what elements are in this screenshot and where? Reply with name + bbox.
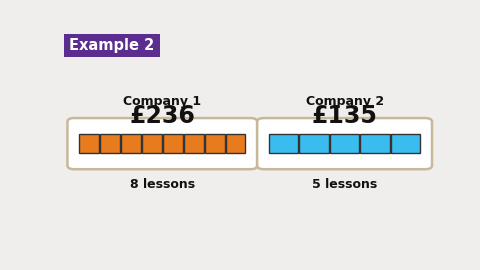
FancyBboxPatch shape xyxy=(163,134,183,153)
FancyBboxPatch shape xyxy=(64,35,160,57)
FancyBboxPatch shape xyxy=(79,134,99,153)
FancyBboxPatch shape xyxy=(330,134,359,153)
FancyBboxPatch shape xyxy=(391,134,420,153)
Text: £236: £236 xyxy=(130,104,195,127)
FancyBboxPatch shape xyxy=(269,134,298,153)
FancyBboxPatch shape xyxy=(204,134,225,153)
FancyBboxPatch shape xyxy=(226,134,245,153)
FancyBboxPatch shape xyxy=(360,134,390,153)
Text: 8 lessons: 8 lessons xyxy=(130,178,195,191)
Text: 5 lessons: 5 lessons xyxy=(312,178,377,191)
FancyBboxPatch shape xyxy=(67,118,257,169)
FancyBboxPatch shape xyxy=(257,118,432,169)
Text: Example 2: Example 2 xyxy=(70,38,155,53)
FancyBboxPatch shape xyxy=(142,134,162,153)
FancyBboxPatch shape xyxy=(121,134,141,153)
FancyBboxPatch shape xyxy=(300,134,329,153)
FancyBboxPatch shape xyxy=(100,134,120,153)
Text: Company 1: Company 1 xyxy=(123,94,202,107)
FancyBboxPatch shape xyxy=(184,134,204,153)
Text: £135: £135 xyxy=(312,104,377,127)
Text: Company 2: Company 2 xyxy=(305,94,384,107)
